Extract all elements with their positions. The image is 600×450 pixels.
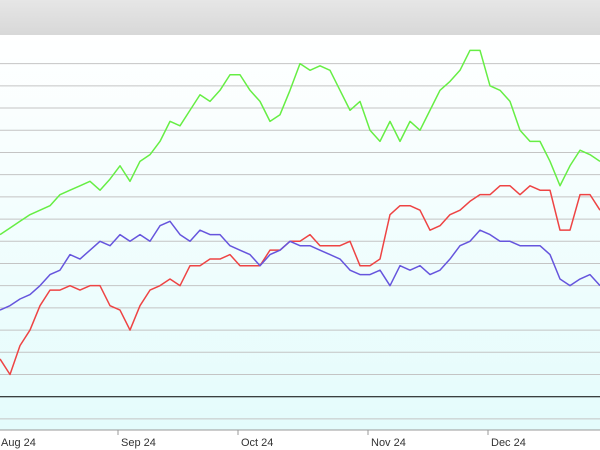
x-tick-label: Nov 24: [371, 437, 406, 449]
line-series: [0, 185, 600, 376]
plot-area: [0, 35, 600, 430]
x-tick-label: Oct 24: [241, 437, 273, 449]
x-tick-label: Dec 24: [491, 437, 526, 449]
line-series: [0, 220, 600, 311]
header-band: [0, 0, 600, 35]
line-series: [0, 49, 600, 236]
x-tick-label: Sep 24: [121, 437, 156, 449]
x-tick-label: Aug 24: [1, 437, 36, 449]
